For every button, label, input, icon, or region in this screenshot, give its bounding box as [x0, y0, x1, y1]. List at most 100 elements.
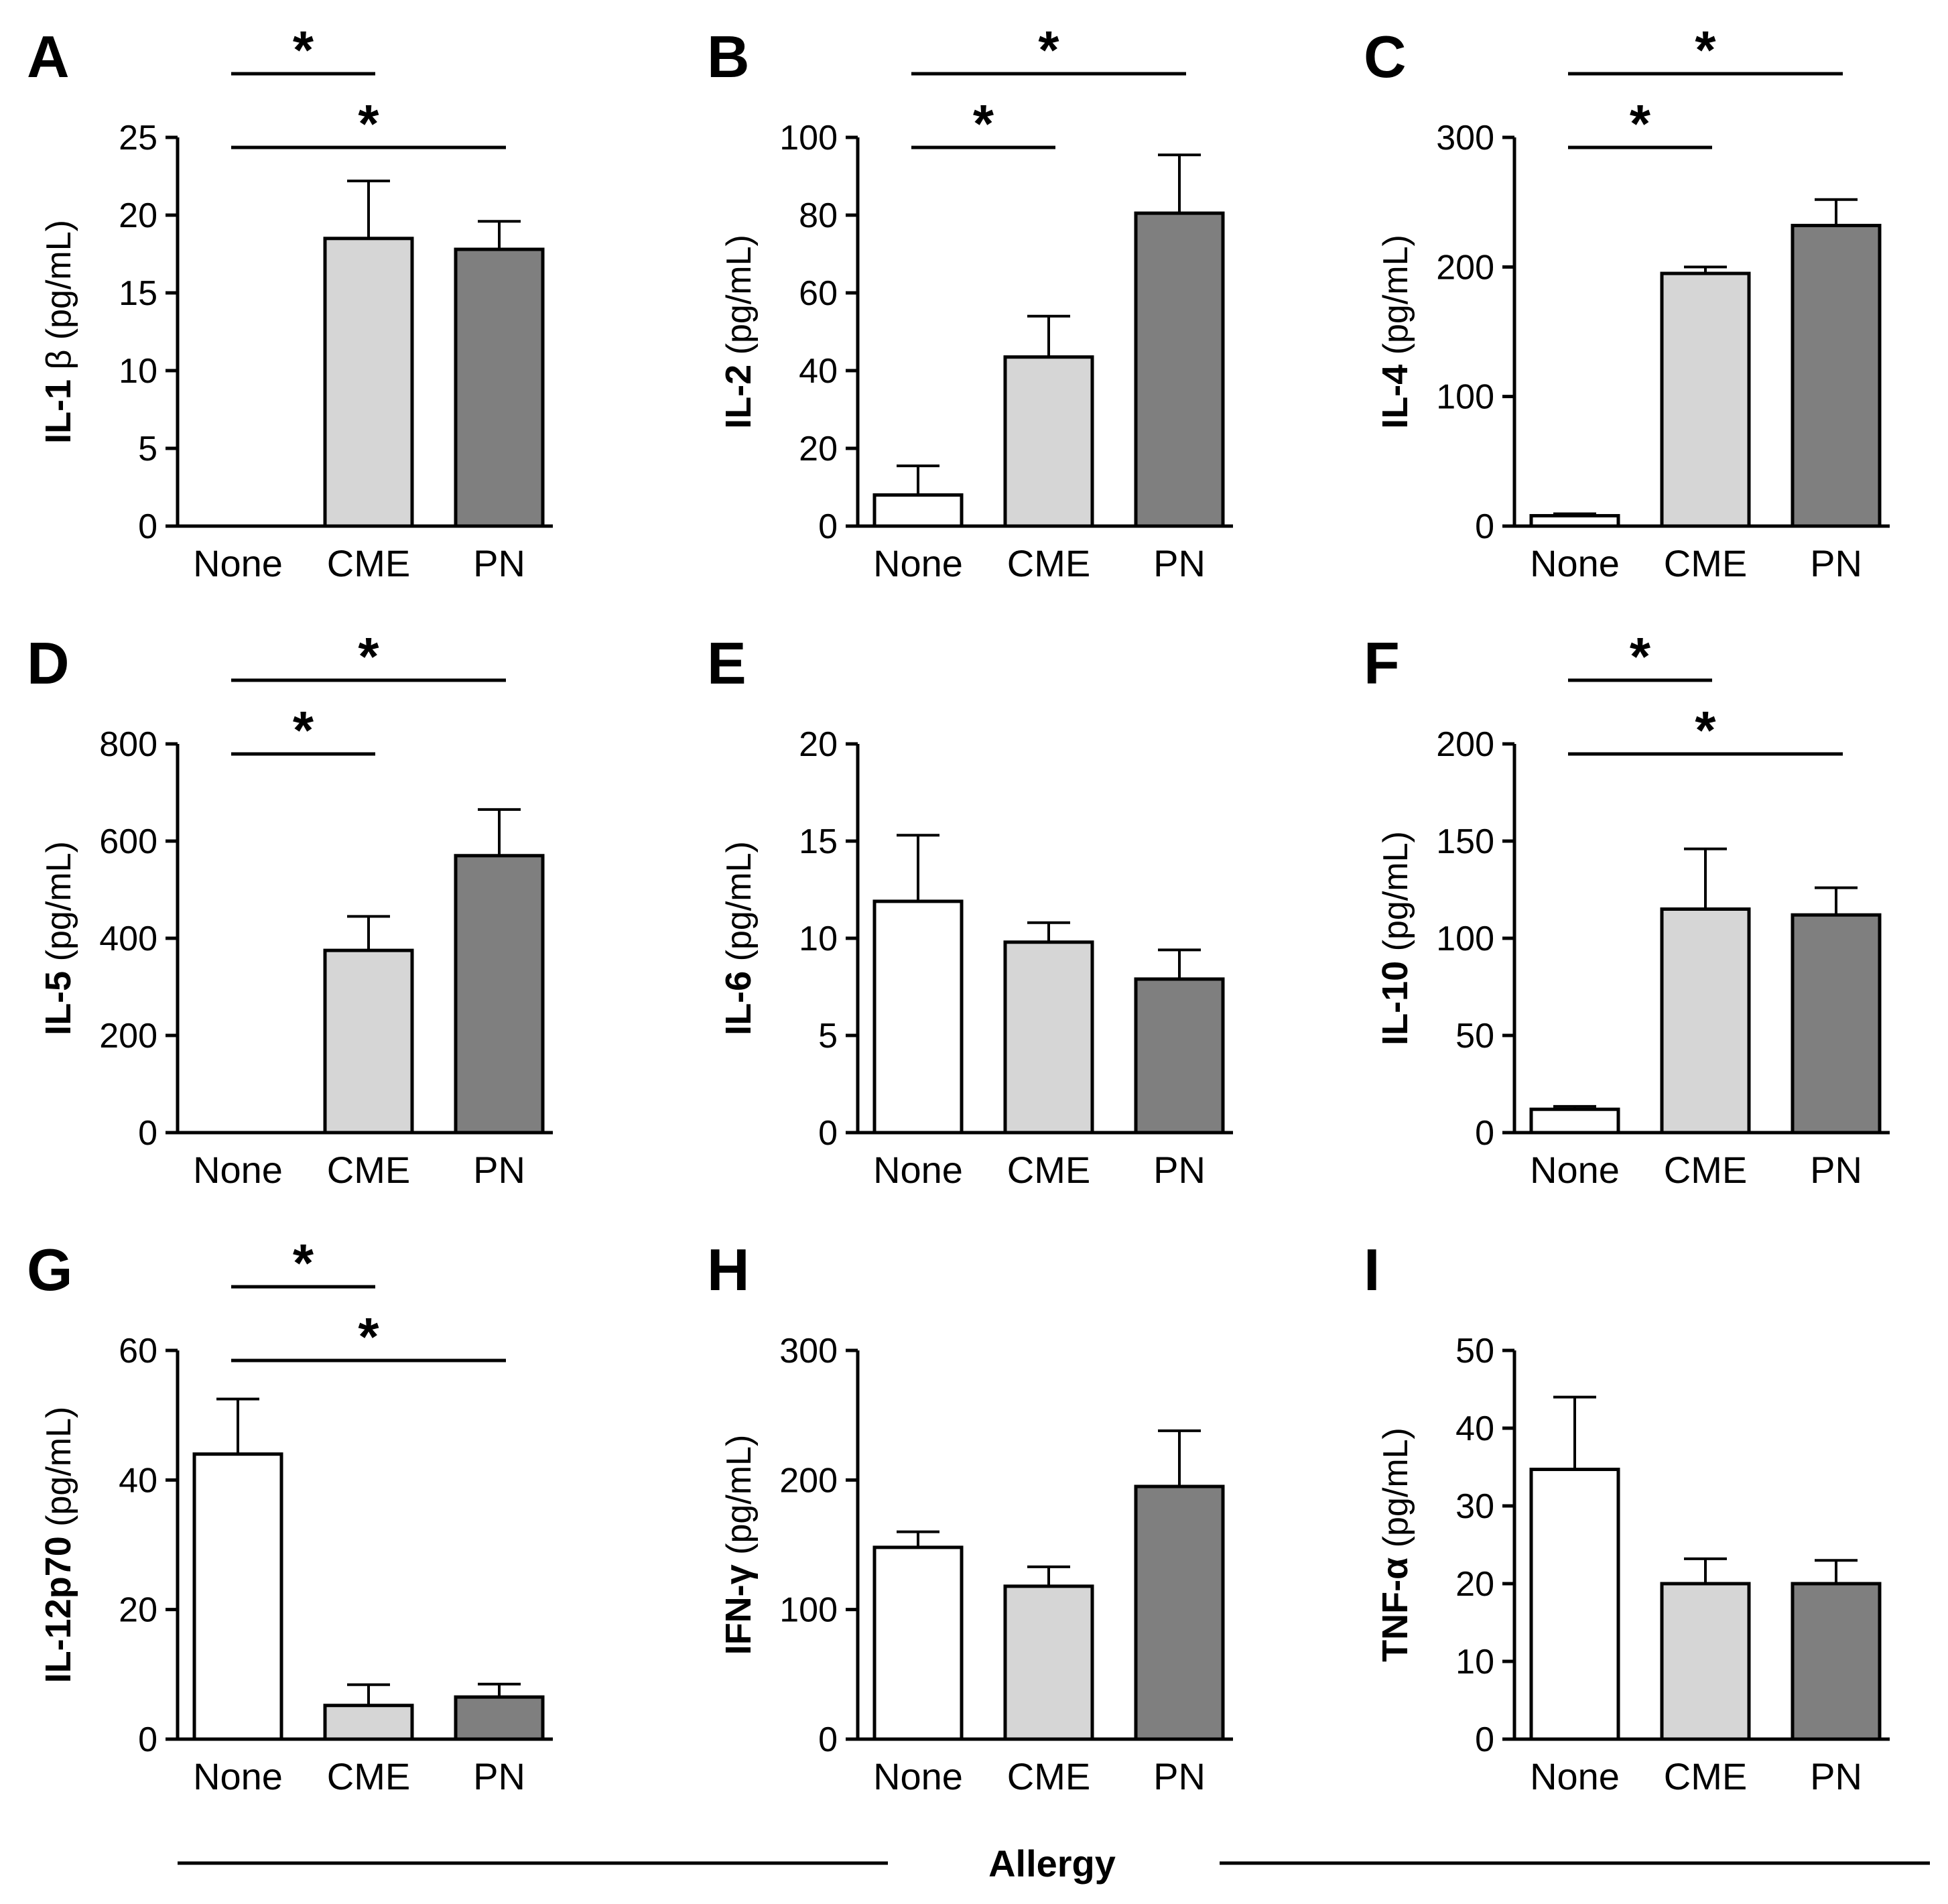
x-tick-label-i-1: CME [1664, 1755, 1747, 1797]
y-tick-label-a-3: 15 [119, 274, 157, 313]
x-tick-label-h-1: CME [1007, 1755, 1090, 1797]
y-tick-label-b-2: 40 [799, 352, 838, 391]
y-axis-label-unit-d: (pg/mL) [40, 841, 78, 971]
y-tick-label-e-0: 0 [818, 1114, 838, 1153]
y-tick-label-h-1: 100 [779, 1591, 838, 1630]
y-axis-label-unit-g: (pg/mL) [40, 1407, 78, 1537]
y-axis-label-e: IL-6 (pg/mL) [718, 841, 759, 1035]
x-tick-label-e-0: None [873, 1149, 963, 1191]
y-tick-label-d-3: 600 [99, 822, 157, 861]
y-tick-label-i-5: 50 [1455, 1332, 1494, 1371]
y-axis-label-g: IL-12p70 (pg/mL) [38, 1407, 78, 1684]
x-tick-label-f-0: None [1530, 1149, 1620, 1191]
panel-letter-h: H [707, 1236, 750, 1303]
y-tick-label-i-1: 10 [1455, 1643, 1494, 1681]
x-tick-label-f-1: CME [1664, 1149, 1747, 1191]
y-tick-label-c-2: 200 [1436, 248, 1494, 287]
bar-f-2 [1791, 913, 1882, 1135]
y-axis-label-main-g: IL-12p70 [38, 1536, 78, 1683]
y-tick-label-d-0: 0 [138, 1114, 157, 1153]
y-axis-label-f: IL-10 (pg/mL) [1375, 831, 1415, 1045]
y-tick-label-i-4: 40 [1455, 1409, 1494, 1448]
y-tick-label-g-0: 0 [138, 1720, 157, 1759]
y-tick-label-f-4: 200 [1436, 725, 1494, 764]
x-tick-label-e-2: PN [1153, 1149, 1206, 1191]
y-tick-label-a-0: 0 [138, 507, 157, 546]
x-tick-label-h-2: PN [1153, 1755, 1206, 1797]
bar-h-0 [872, 1545, 964, 1741]
y-axis-label-b: IL-2 (pg/mL) [718, 235, 759, 429]
panel-b: B IL-2 (pg/mL) 0 20 40 60 80 100 None CME PN * * [707, 20, 1233, 584]
significance-star-d-1: * [358, 627, 379, 686]
bar-h-2 [1134, 1484, 1225, 1741]
significance-star-c-0: * [1630, 94, 1651, 153]
significance-star-f-0: * [1630, 627, 1651, 686]
x-tick-label-c-1: CME [1664, 542, 1747, 584]
panel-letter-i: I [1364, 1236, 1380, 1303]
y-axis-label-main-h: IFN-γ [718, 1564, 759, 1655]
y-tick-label-g-3: 60 [119, 1332, 157, 1371]
x-tick-label-i-2: PN [1810, 1755, 1862, 1797]
panel-letter-a: A [27, 23, 70, 90]
panels-group: A IL-1 β (pg/mL) 0 5 10 15 20 25 None CME PN * * B IL-… [27, 20, 1890, 1797]
y-tick-label-f-0: 0 [1475, 1114, 1494, 1153]
panel-letter-e: E [707, 630, 746, 696]
y-tick-label-c-3: 300 [1436, 119, 1494, 157]
y-tick-label-c-0: 0 [1475, 507, 1494, 546]
y-tick-label-a-4: 20 [119, 196, 157, 235]
y-tick-label-a-1: 5 [138, 430, 157, 468]
y-tick-label-e-4: 20 [799, 725, 838, 764]
significance-star-a-1: * [358, 94, 379, 153]
x-tick-label-a-0: None [193, 542, 283, 584]
panel-g: G IL-12p70 (pg/mL) 0 20 40 60 None CME PN * * [27, 1233, 553, 1797]
bar-d-1 [323, 948, 414, 1135]
y-axis-label-main-a: IL-1 [38, 379, 78, 444]
y-tick-label-b-1: 20 [799, 430, 838, 468]
bar-e-2 [1134, 977, 1225, 1135]
y-tick-label-c-1: 100 [1436, 378, 1494, 417]
panel-letter-g: G [27, 1236, 72, 1303]
panel-c: C IL-4 (pg/mL) 0 100 200 300 None CME PN * * [1364, 20, 1890, 584]
bar-a-1 [323, 237, 414, 528]
y-axis-label-unit-e: (pg/mL) [720, 841, 759, 971]
panel-i: I TNF-α (pg/mL) 0 10 20 30 40 50 None CME PN [1364, 1236, 1890, 1797]
bar-g-1 [323, 1704, 414, 1741]
bar-c-2 [1791, 223, 1882, 528]
y-axis-label-unit-a: β (pg/mL) [40, 220, 78, 379]
y-tick-label-i-0: 0 [1475, 1720, 1494, 1759]
y-tick-label-f-1: 50 [1455, 1017, 1494, 1056]
bar-c-1 [1660, 271, 1751, 528]
y-axis-label-d: IL-5 (pg/mL) [38, 841, 78, 1035]
bar-d-2 [454, 854, 545, 1135]
y-axis-label-main-b: IL-2 [718, 365, 759, 429]
x-tick-label-i-0: None [1530, 1755, 1620, 1797]
panel-d: D IL-5 (pg/mL) 0 200 400 600 800 None CME PN * * [27, 627, 553, 1191]
y-axis-label-unit-f: (pg/mL) [1376, 831, 1415, 961]
y-axis-label-c: IL-4 (pg/mL) [1375, 235, 1415, 429]
y-axis-label-unit-i: (pg/mL) [1376, 1427, 1415, 1558]
significance-star-a-0: * [293, 20, 314, 80]
y-tick-label-a-2: 10 [119, 352, 157, 391]
y-tick-label-h-2: 200 [779, 1461, 838, 1500]
y-tick-label-i-3: 30 [1455, 1487, 1494, 1526]
x-tick-label-g-1: CME [327, 1755, 410, 1797]
bar-e-1 [1003, 940, 1094, 1135]
significance-star-b-1: * [1038, 20, 1059, 80]
y-tick-label-h-0: 0 [818, 1720, 838, 1759]
bar-h-1 [1003, 1584, 1094, 1741]
bar-g-0 [192, 1452, 283, 1741]
bar-f-0 [1529, 1107, 1620, 1135]
y-axis-label-main-e: IL-6 [718, 971, 759, 1035]
panel-letter-b: B [707, 23, 750, 90]
y-axis-label-main-f: IL-10 [1375, 961, 1415, 1045]
footer-group: Allergy [178, 1842, 1930, 1885]
y-axis-label-h: IFN-γ (pg/mL) [718, 1435, 759, 1655]
footer-label: Allergy [988, 1842, 1116, 1885]
x-tick-label-g-0: None [193, 1755, 283, 1797]
y-tick-label-b-0: 0 [818, 507, 838, 546]
y-tick-label-a-5: 25 [119, 119, 157, 157]
x-tick-label-a-1: CME [327, 542, 410, 584]
x-tick-label-d-0: None [193, 1149, 283, 1191]
bar-e-0 [872, 899, 964, 1135]
